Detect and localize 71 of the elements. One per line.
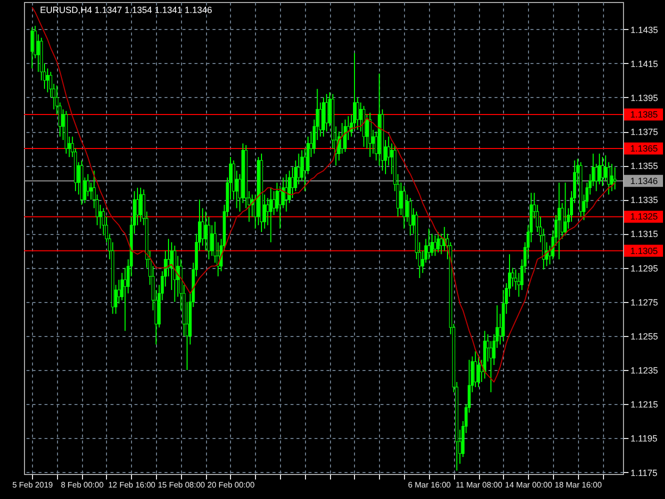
candlestick [594, 163, 598, 192]
candlestick [30, 27, 34, 69]
candlestick [46, 68, 50, 93]
y-tick-label: 1.1255 [630, 331, 658, 342]
candlestick [511, 267, 514, 288]
candlestick [564, 182, 567, 236]
candlestick [297, 153, 300, 185]
ref-line-label: 1.1385 [630, 109, 658, 120]
x-tick-label: 14 Mar 00:00 [505, 480, 553, 490]
ref-line-label: 1.1305 [630, 246, 658, 256]
candlestick [368, 112, 372, 158]
candlestick [325, 94, 328, 132]
ref-line-label: 1.1325 [630, 212, 658, 222]
candlestick [204, 211, 208, 252]
x-tick-label: 8 Feb 00:00 [60, 480, 104, 490]
candlestick [269, 187, 272, 243]
candlestick [400, 182, 402, 216]
candlestick [406, 194, 409, 222]
x-tick-label: 11 Mar 08:00 [456, 480, 503, 490]
candlestick [139, 187, 142, 222]
x-tick-label: 18 Mar 16:00 [554, 480, 602, 490]
candlestick [36, 34, 40, 72]
y-tick-label: 1.1395 [630, 92, 658, 103]
x-tick-label: 12 Feb 16:00 [108, 480, 156, 490]
chart-title: EURUSD,H4 1.1347 1.1354 1.1341 1.1346 [40, 5, 212, 15]
line-series [32, 6, 616, 382]
candlestick [344, 119, 347, 152]
candlestick [434, 234, 437, 256]
candlestick [124, 267, 127, 332]
x-tick-label: 20 Feb 00:00 [207, 480, 256, 490]
candlestick [278, 186, 282, 230]
candlestick [117, 279, 120, 304]
y-tick-label: 1.1315 [630, 229, 658, 240]
candlestick [613, 166, 616, 190]
candlestick [170, 242, 174, 290]
candlestick [477, 354, 480, 388]
y-tick-label: 1.1175 [630, 468, 658, 478]
candlestick [272, 190, 276, 216]
candlestick [340, 122, 344, 154]
candlestick [601, 156, 604, 187]
candlestick [266, 197, 270, 226]
x-tick-label: 5 Feb 2019 [12, 480, 54, 490]
candlestick [474, 350, 477, 388]
y-tick-label: 1.1335 [630, 195, 658, 206]
y-tick-label: 1.1215 [630, 400, 658, 410]
y-tick-label: 1.1275 [630, 297, 658, 308]
y-tick-label: 1.1435 [630, 24, 658, 35]
candlestick [440, 233, 443, 255]
candlestick [408, 197, 412, 236]
y-tick-label: 1.1355 [630, 161, 658, 172]
candlestick [604, 154, 608, 182]
candlestick [210, 224, 214, 256]
y-tick-label: 1.1295 [630, 263, 658, 274]
candlestick [427, 228, 430, 260]
candlestick [436, 232, 440, 253]
x-tick-label: 15 Feb 08:00 [158, 480, 206, 490]
candlestick [136, 187, 139, 226]
y-tick-label: 1.1235 [630, 366, 658, 376]
y-tick-label: 1.1415 [630, 58, 658, 69]
ref-line-label: 1.1365 [630, 144, 658, 154]
candlestick [356, 96, 360, 130]
candlestick [291, 166, 294, 198]
ref-line-label: 1.1346 [630, 176, 658, 186]
y-tick-label: 1.1375 [630, 127, 658, 137]
candlestick [558, 182, 561, 260]
x-tick-label: 6 Mar 16:00 [408, 480, 452, 490]
candlestick [284, 174, 288, 212]
y-tick-label: 1.1195 [630, 434, 658, 444]
candlestick [90, 182, 92, 200]
candlestick [610, 163, 614, 192]
candlestick [86, 174, 90, 197]
